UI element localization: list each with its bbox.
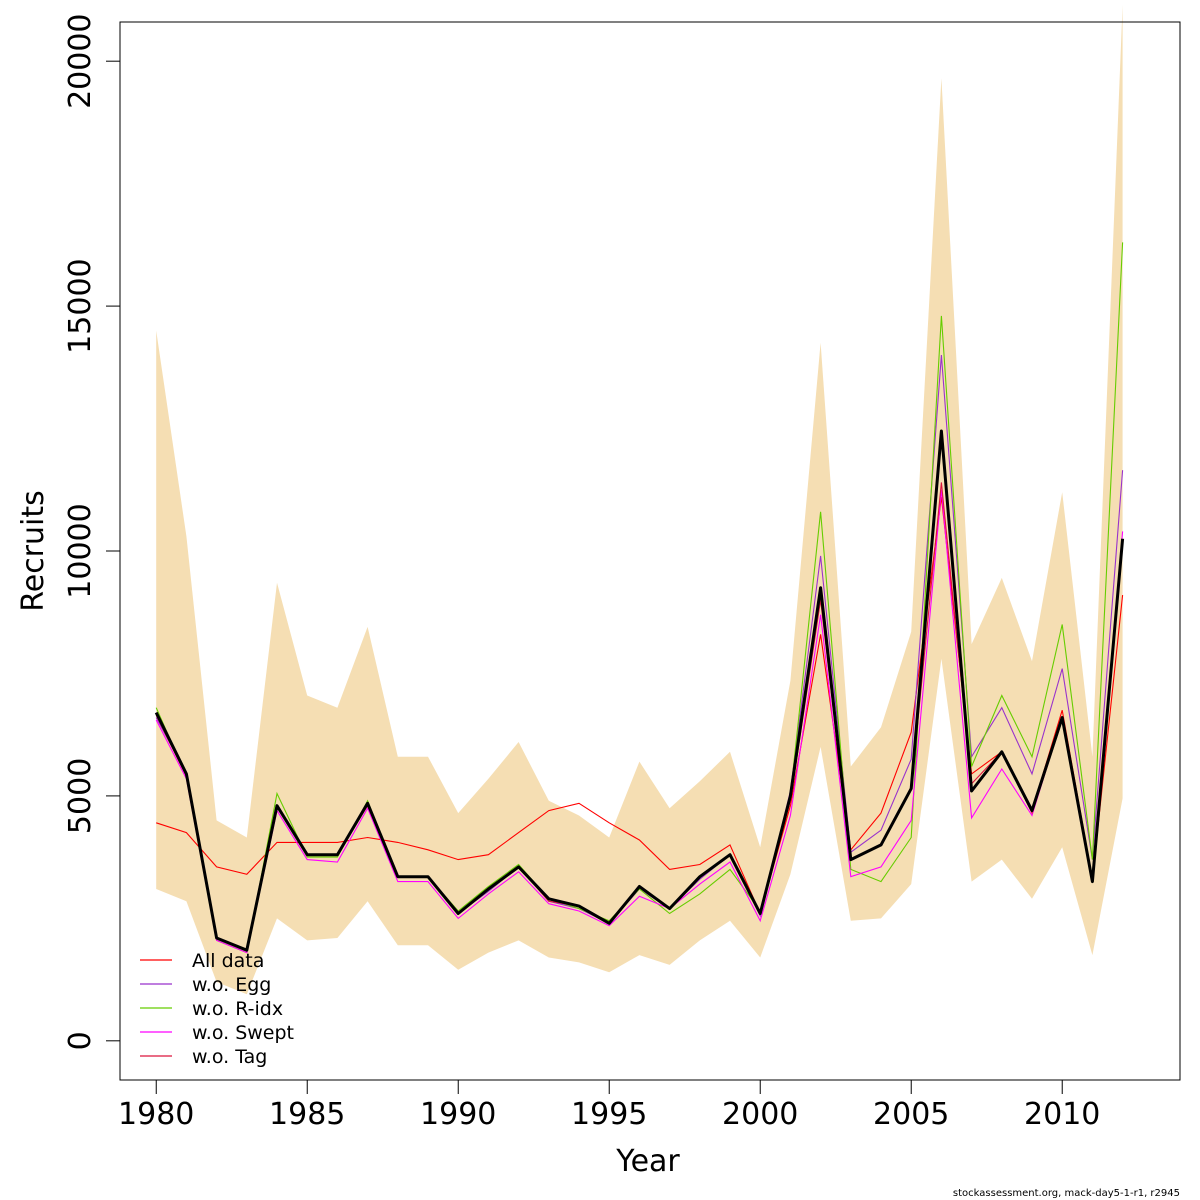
x-tick-label-2: 1990 [420, 1097, 496, 1132]
x-tick-label-4: 2000 [722, 1097, 798, 1132]
x-axis: 1980 1985 1990 1995 2000 2005 2010 [118, 1079, 1100, 1132]
footer-credit: stockassessment.org, mack-day5-1-r1, r29… [953, 1188, 1180, 1199]
legend-label-3: w.o. Swept [192, 1022, 294, 1044]
confidence-band-layer [156, 4, 1123, 995]
series-line-3 [155, 489, 1124, 954]
x-tick-label-0: 1980 [118, 1097, 194, 1132]
y-tick-label-0: 0 [63, 1031, 98, 1050]
y-axis: 0 5000 10000 15000 20000 [63, 13, 121, 1050]
x-tick-label-3: 1995 [571, 1097, 647, 1132]
x-tick-label-1: 1985 [269, 1097, 345, 1132]
x-axis-title: Year [615, 1144, 680, 1179]
x-tick-label-6: 2010 [1024, 1097, 1100, 1132]
y-tick-label-4: 20000 [63, 13, 98, 108]
y-tick-label-1: 5000 [63, 758, 98, 834]
y-tick-label-2: 10000 [63, 503, 98, 598]
y-axis-title: Recruits [16, 490, 51, 612]
main-estimate-line [154, 429, 1125, 952]
confidence-band [156, 4, 1123, 995]
legend-label-0: All data [192, 950, 264, 972]
legend-label-1: w.o. Egg [192, 974, 271, 996]
y-tick-label-3: 15000 [63, 258, 98, 353]
series-lines-layer [154, 242, 1125, 954]
x-tick-label-5: 2005 [873, 1097, 949, 1132]
series-line-2 [155, 242, 1124, 954]
legend-label-2: w.o. R-idx [192, 998, 283, 1020]
legend-label-4: w.o. Tag [192, 1046, 267, 1068]
